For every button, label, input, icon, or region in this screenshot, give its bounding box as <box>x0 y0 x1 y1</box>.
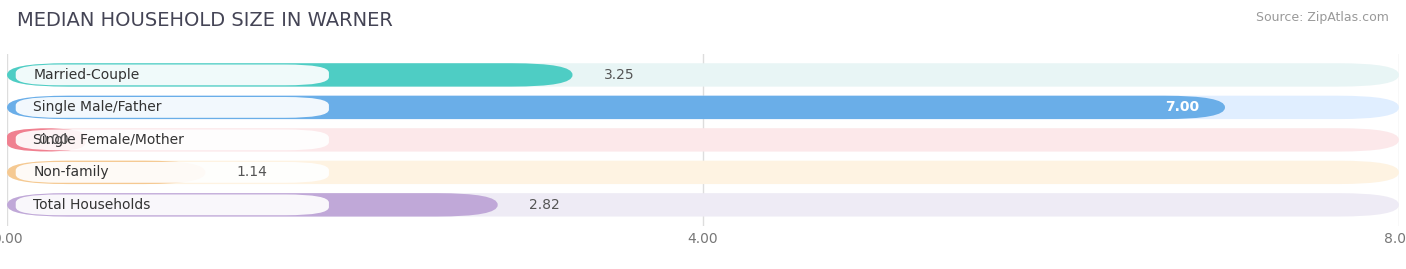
Text: Source: ZipAtlas.com: Source: ZipAtlas.com <box>1256 11 1389 24</box>
FancyBboxPatch shape <box>7 63 572 87</box>
FancyBboxPatch shape <box>7 63 1399 87</box>
FancyBboxPatch shape <box>7 96 1399 119</box>
FancyBboxPatch shape <box>15 65 329 85</box>
FancyBboxPatch shape <box>7 161 205 184</box>
Text: 3.25: 3.25 <box>603 68 634 82</box>
FancyBboxPatch shape <box>15 162 329 183</box>
FancyBboxPatch shape <box>7 128 1399 151</box>
Text: 1.14: 1.14 <box>236 165 267 179</box>
FancyBboxPatch shape <box>15 129 329 150</box>
Text: Non-family: Non-family <box>34 165 108 179</box>
Text: MEDIAN HOUSEHOLD SIZE IN WARNER: MEDIAN HOUSEHOLD SIZE IN WARNER <box>17 11 392 30</box>
Text: Married-Couple: Married-Couple <box>34 68 139 82</box>
Text: 0.00: 0.00 <box>38 133 69 147</box>
FancyBboxPatch shape <box>7 161 1399 184</box>
FancyBboxPatch shape <box>15 194 329 215</box>
FancyBboxPatch shape <box>7 193 498 217</box>
FancyBboxPatch shape <box>15 97 329 118</box>
Text: Single Male/Father: Single Male/Father <box>34 100 162 114</box>
FancyBboxPatch shape <box>7 96 1225 119</box>
Text: 2.82: 2.82 <box>529 198 560 212</box>
Text: Single Female/Mother: Single Female/Mother <box>34 133 184 147</box>
Text: 7.00: 7.00 <box>1164 100 1199 114</box>
FancyBboxPatch shape <box>7 193 1399 217</box>
Text: Total Households: Total Households <box>34 198 150 212</box>
FancyBboxPatch shape <box>7 128 86 151</box>
